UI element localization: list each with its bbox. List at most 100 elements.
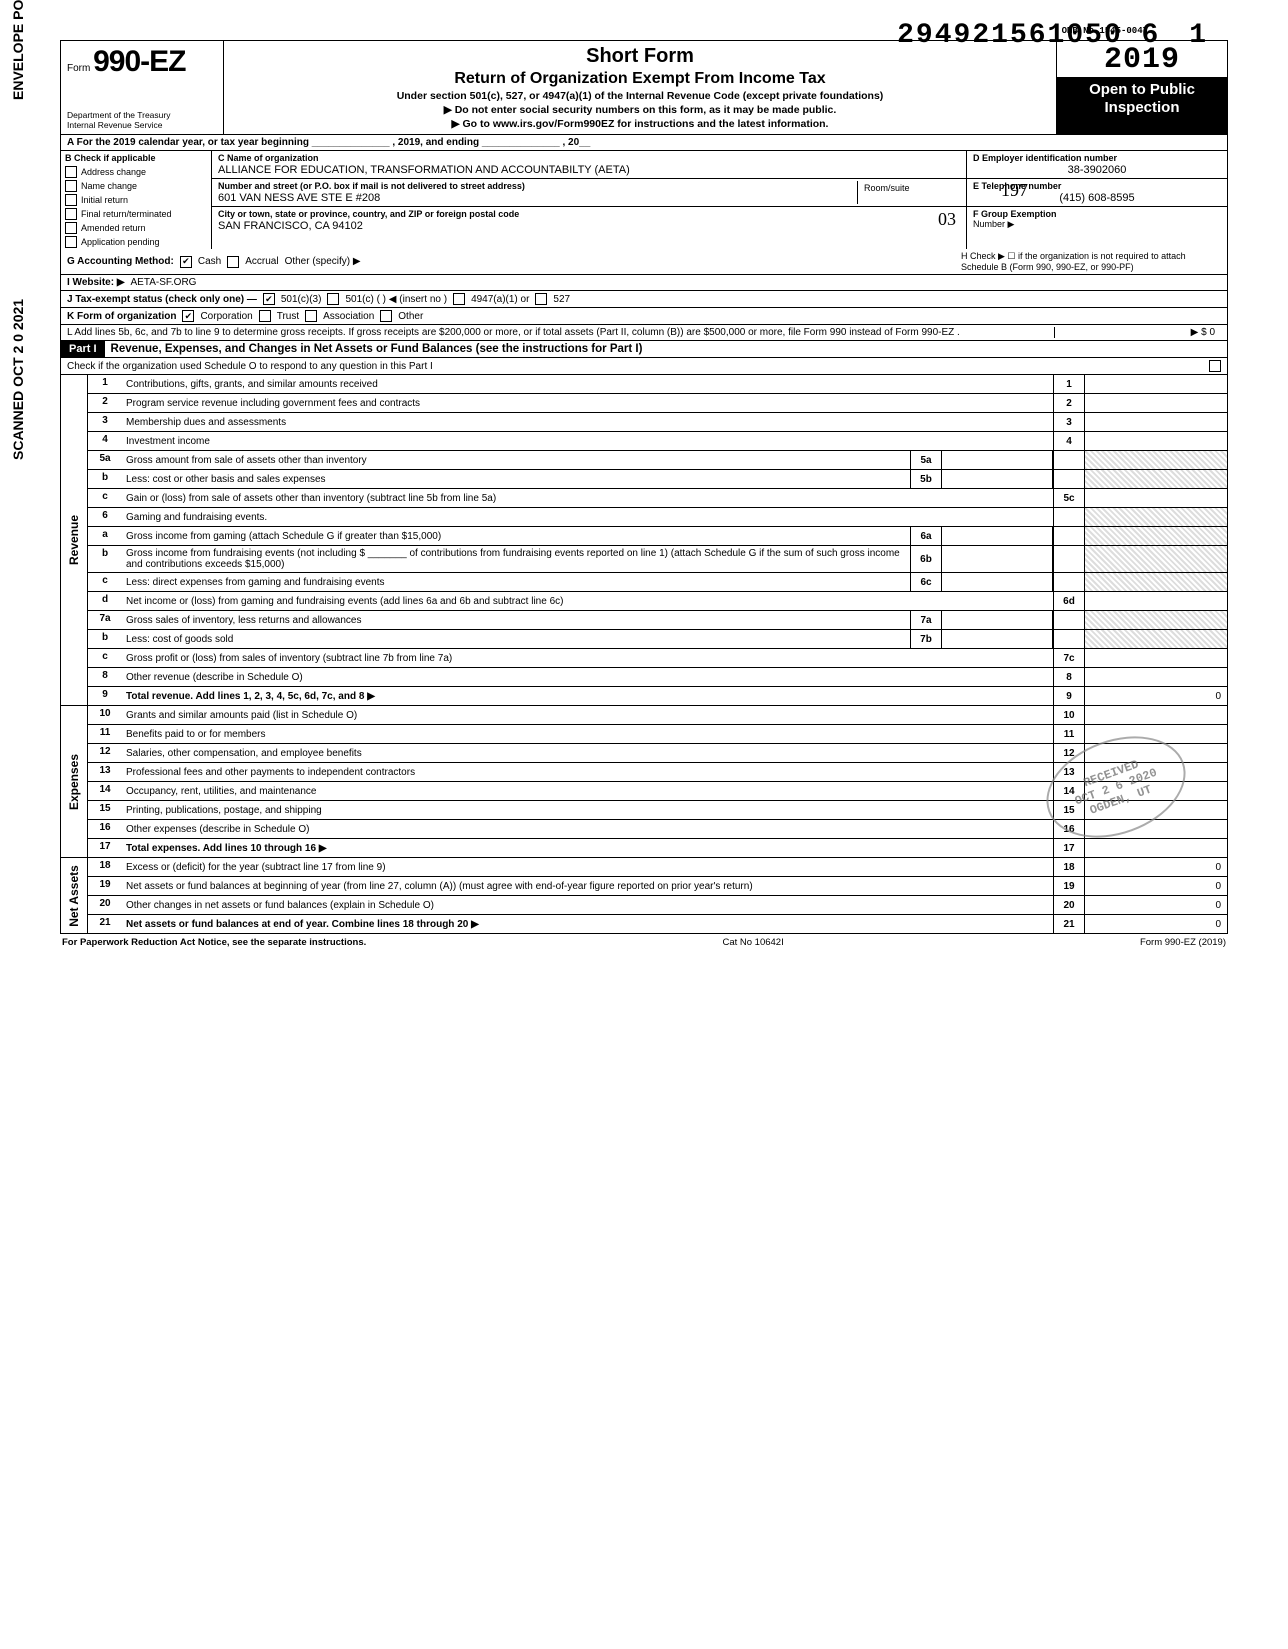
- chk-initial-return[interactable]: Initial return: [61, 193, 211, 207]
- shaded-cell: [1053, 451, 1084, 469]
- handwritten-197: 197: [1001, 180, 1028, 201]
- line-row: 17Total expenses. Add lines 10 through 1…: [88, 839, 1227, 857]
- inner-line-number: 5b: [910, 470, 942, 488]
- out-line-number: 7c: [1053, 649, 1084, 667]
- chk-address-change[interactable]: Address change: [61, 165, 211, 179]
- j-501c: 501(c) ( ) ◀ (insert no ): [345, 294, 447, 305]
- inner-value[interactable]: [942, 611, 1053, 629]
- out-value[interactable]: [1084, 592, 1227, 610]
- chk-application-pending[interactable]: Application pending: [61, 235, 211, 249]
- chk-trust[interactable]: [259, 310, 271, 322]
- out-value[interactable]: 0: [1084, 877, 1227, 895]
- checkbox-icon: [65, 222, 77, 234]
- line-row: 1Contributions, gifts, grants, and simil…: [88, 375, 1227, 394]
- line-number: 4: [88, 432, 122, 450]
- out-value[interactable]: [1084, 839, 1227, 857]
- inner-value[interactable]: [942, 470, 1053, 488]
- chk-corp[interactable]: ✔: [182, 310, 194, 322]
- line-row: 6Gaming and fundraising events.: [88, 508, 1227, 527]
- line-description: Net assets or fund balances at beginning…: [122, 877, 1053, 895]
- line-description: Net income or (loss) from gaming and fun…: [122, 592, 1053, 610]
- out-value[interactable]: [1084, 649, 1227, 667]
- out-line-number: 10: [1053, 706, 1084, 724]
- out-value[interactable]: [1084, 763, 1227, 781]
- line-row: bLess: cost of goods sold7b: [88, 630, 1227, 649]
- chk-cash[interactable]: ✔: [180, 256, 192, 268]
- out-value[interactable]: [1084, 725, 1227, 743]
- col-c-org-info: C Name of organization ALLIANCE FOR EDUC…: [212, 151, 966, 249]
- checkbox-icon: [65, 166, 77, 178]
- page-number: 1: [1189, 20, 1208, 51]
- shaded-cell: [1053, 573, 1084, 591]
- out-value[interactable]: 0: [1084, 687, 1227, 705]
- out-line-number: 14: [1053, 782, 1084, 800]
- out-line-number: 18: [1053, 858, 1084, 876]
- header-left: Form 990-EZ Department of the Treasury I…: [61, 41, 224, 134]
- j-4947: 4947(a)(1) or: [471, 294, 529, 305]
- out-value[interactable]: [1084, 375, 1227, 393]
- out-value[interactable]: 0: [1084, 858, 1227, 876]
- chk-other[interactable]: [380, 310, 392, 322]
- grp-number: Number ▶: [973, 219, 1221, 230]
- header-mid: Short Form Return of Organization Exempt…: [224, 41, 1056, 134]
- out-value[interactable]: 0: [1084, 896, 1227, 914]
- chk-4947[interactable]: [453, 293, 465, 305]
- footer: For Paperwork Reduction Act Notice, see …: [60, 934, 1228, 951]
- line-row: 14Occupancy, rent, utilities, and mainte…: [88, 782, 1227, 801]
- checkbox-icon: [65, 236, 77, 248]
- dept-block: Department of the Treasury Internal Reve…: [67, 111, 217, 130]
- chk-assoc[interactable]: [305, 310, 317, 322]
- out-value[interactable]: [1084, 801, 1227, 819]
- net-rows: 18Excess or (deficit) for the year (subt…: [88, 858, 1227, 933]
- chk-501c3[interactable]: ✔: [263, 293, 275, 305]
- accrual-label: Accrual: [245, 256, 278, 267]
- out-line-number: 6d: [1053, 592, 1084, 610]
- line-l-value: 0: [1209, 327, 1215, 338]
- open-to-public: Open to Public Inspection: [1057, 77, 1227, 134]
- line-g-label: G Accounting Method:: [67, 256, 174, 267]
- expense-rows: 10Grants and similar amounts paid (list …: [88, 706, 1227, 857]
- line-number: 10: [88, 706, 122, 724]
- line-number: 1: [88, 375, 122, 393]
- inner-value[interactable]: [942, 451, 1053, 469]
- inner-value[interactable]: [942, 630, 1053, 648]
- omb-number: OMB No 1545-0047: [1062, 26, 1148, 36]
- out-line-number: 12: [1053, 744, 1084, 762]
- line-number: b: [88, 470, 122, 488]
- out-value[interactable]: [1084, 782, 1227, 800]
- line-row: cGain or (loss) from sale of assets othe…: [88, 489, 1227, 508]
- line-description: Contributions, gifts, grants, and simila…: [122, 375, 1053, 393]
- out-value[interactable]: [1084, 820, 1227, 838]
- out-value[interactable]: [1084, 744, 1227, 762]
- chk-accrual[interactable]: [227, 256, 239, 268]
- part1-check-text: Check if the organization used Schedule …: [67, 361, 1203, 372]
- out-value[interactable]: [1084, 668, 1227, 686]
- line-row: 7aGross sales of inventory, less returns…: [88, 611, 1227, 630]
- out-value[interactable]: 0: [1084, 915, 1227, 933]
- out-value[interactable]: [1084, 489, 1227, 507]
- street-cell: Number and street (or P.O. box if mail i…: [212, 179, 966, 207]
- chk-name-change[interactable]: Name change: [61, 179, 211, 193]
- out-value[interactable]: [1084, 394, 1227, 412]
- chk-amended[interactable]: Amended return: [61, 221, 211, 235]
- revenue-rows: 1Contributions, gifts, grants, and simil…: [88, 375, 1227, 705]
- chk-final-return[interactable]: Final return/terminated: [61, 207, 211, 221]
- chk-schedule-o[interactable]: [1209, 360, 1221, 372]
- handwritten-03: 03: [938, 209, 956, 230]
- form-no-big: 990-EZ: [93, 45, 185, 78]
- inner-value[interactable]: [942, 527, 1053, 545]
- chk-527[interactable]: [535, 293, 547, 305]
- line-number: 18: [88, 858, 122, 876]
- shaded-cell: [1084, 573, 1227, 591]
- out-value[interactable]: [1084, 706, 1227, 724]
- header-right: 2019 Open to Public Inspection: [1056, 41, 1227, 134]
- inner-value[interactable]: [942, 573, 1053, 591]
- line-row: 20Other changes in net assets or fund ba…: [88, 896, 1227, 915]
- chk-501c[interactable]: [327, 293, 339, 305]
- line-description: Total expenses. Add lines 10 through 16 …: [122, 839, 1053, 857]
- out-value[interactable]: [1084, 413, 1227, 431]
- inner-value[interactable]: [942, 546, 1053, 572]
- net-assets-section: Net Assets 18Excess or (deficit) for the…: [60, 858, 1228, 934]
- subtitle-url: ▶ Go to www.irs.gov/Form990EZ for instru…: [232, 118, 1048, 130]
- out-value[interactable]: [1084, 432, 1227, 450]
